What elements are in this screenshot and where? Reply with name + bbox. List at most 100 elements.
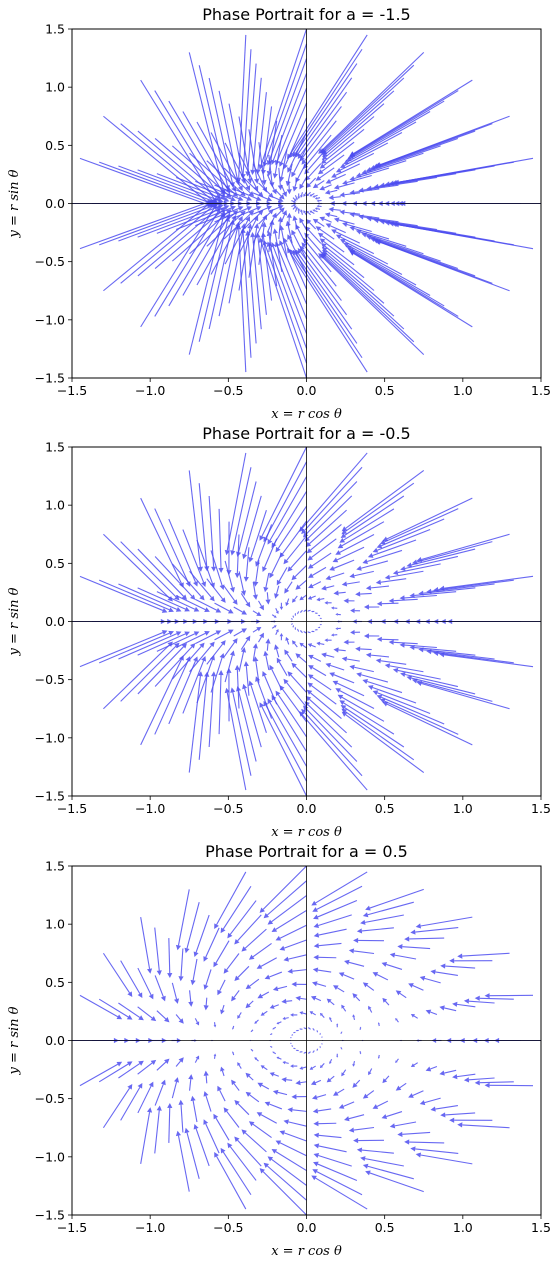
vector-arrow-shaft (317, 208, 321, 210)
vector-arrow-shaft (308, 1027, 311, 1030)
vector-arrow-shaft (285, 117, 308, 165)
vector-arrow-head (263, 700, 269, 707)
vector-arrow (355, 591, 372, 597)
vector-arrow-shaft (171, 212, 229, 262)
vector-arrow-head (126, 1061, 133, 1067)
vector-arrow-shaft (247, 63, 257, 172)
vector-arrow-head (190, 643, 196, 649)
y-tick-label: 0.5 (45, 138, 65, 153)
vector-arrow-head (138, 1060, 144, 1066)
vector-arrow (356, 927, 394, 934)
vector-arrow (367, 539, 417, 558)
vector-arrow-shaft (308, 609, 311, 612)
vector-arrow-head (418, 590, 424, 596)
vector-arrow (231, 990, 240, 1002)
vector-arrow-shaft (329, 173, 346, 182)
vector-arrow-shaft (252, 163, 266, 189)
vector-arrow (397, 1131, 431, 1137)
vector-arrow (299, 594, 307, 601)
vector-arrow-head (306, 548, 313, 554)
vector-arrow-head (295, 224, 301, 230)
vector-arrow (393, 222, 534, 250)
vector-arrow-head (329, 672, 335, 678)
vector-arrow-head (305, 218, 312, 225)
vector-arrow-head (324, 189, 331, 195)
vector-arrow (341, 656, 360, 662)
x-tick-label: 0.0 (297, 383, 317, 398)
vector-arrow (382, 997, 390, 1006)
vector-arrow-shaft (339, 690, 375, 709)
vector-arrow-shaft (238, 481, 257, 553)
vector-arrow (282, 1016, 289, 1020)
vector-arrow-head (259, 632, 264, 639)
vector-arrow (226, 667, 232, 722)
vector-arrow-head (333, 590, 339, 596)
vector-arrow (242, 495, 262, 560)
vector-arrow-head (300, 209, 303, 213)
vector-arrow-shaft (279, 924, 307, 939)
vector-arrow (377, 1022, 380, 1027)
vector-arrow-head (294, 614, 297, 617)
vector-arrow-head (340, 704, 347, 710)
vector-arrow-shaft (318, 1155, 352, 1167)
vector-arrow (426, 583, 495, 594)
vector-arrow-head (337, 694, 344, 700)
vector-arrow-head (319, 163, 326, 169)
vector-arrow (250, 77, 262, 176)
vector-arrow (365, 888, 424, 911)
vector-arrow (325, 173, 346, 184)
vector-arrow (234, 534, 240, 579)
vector-arrow-head (201, 656, 207, 662)
vector-arrow (271, 695, 307, 752)
vector-arrow-head (319, 617, 321, 619)
vector-arrow-shaft (285, 1017, 289, 1019)
vector-arrow-shaft (205, 927, 220, 958)
vector-arrow (255, 232, 267, 315)
vector-arrow-head (299, 642, 304, 647)
vector-arrow-head (295, 995, 301, 1001)
vector-arrow (297, 628, 300, 632)
vector-arrow-head (301, 242, 307, 248)
vector-arrow-head (215, 205, 221, 211)
vector-arrow-shaft (365, 152, 424, 173)
vector-arrow (188, 1074, 194, 1091)
vector-arrow-head (223, 197, 230, 203)
vector-arrow-shaft (321, 51, 425, 151)
vector-arrow-head (260, 232, 267, 238)
vector-arrow-head (366, 185, 372, 191)
vector-arrow-shaft (376, 974, 389, 981)
vector-arrow-head (408, 1093, 414, 1098)
vector-arrow (234, 1100, 250, 1116)
vector-arrow-head (245, 1072, 251, 1078)
vector-arrow-head (439, 652, 445, 658)
vector-arrow-shaft (294, 565, 307, 578)
vector-arrow-head (339, 163, 346, 168)
vector-arrow-shaft (380, 578, 407, 583)
vector-arrow (313, 1161, 358, 1181)
vector-arrow-head (204, 631, 210, 636)
y-ticks: −1.5−1.0−0.50.00.51.01.5 (35, 22, 72, 386)
vector-arrow (245, 1072, 254, 1081)
vector-arrow-head (393, 179, 400, 185)
vector-arrow-shaft (275, 189, 282, 197)
vector-arrow-head (379, 539, 386, 545)
vector-arrow (233, 206, 262, 219)
vector-arrow-shaft (269, 971, 283, 978)
vector-arrow-shaft (198, 483, 208, 567)
vector-arrow-head (215, 207, 221, 214)
vector-arrow (291, 981, 307, 987)
vector-arrow (313, 1153, 352, 1167)
vector-arrow (418, 587, 476, 596)
x-tick-label: −1.5 (57, 801, 87, 816)
vector-arrow-shaft (192, 1100, 198, 1123)
vector-arrow (452, 1001, 476, 1008)
vector-arrow (154, 1079, 166, 1106)
vector-arrow-shaft (271, 626, 275, 629)
vector-arrow-shaft (343, 1101, 355, 1107)
vector-arrow-head (329, 1016, 332, 1020)
vector-arrow-shaft (272, 246, 308, 334)
vector-arrow-head (377, 1022, 380, 1025)
vector-arrow-shaft (277, 505, 307, 549)
vector-arrow-shaft (271, 614, 275, 617)
vector-arrow-head (325, 575, 332, 581)
